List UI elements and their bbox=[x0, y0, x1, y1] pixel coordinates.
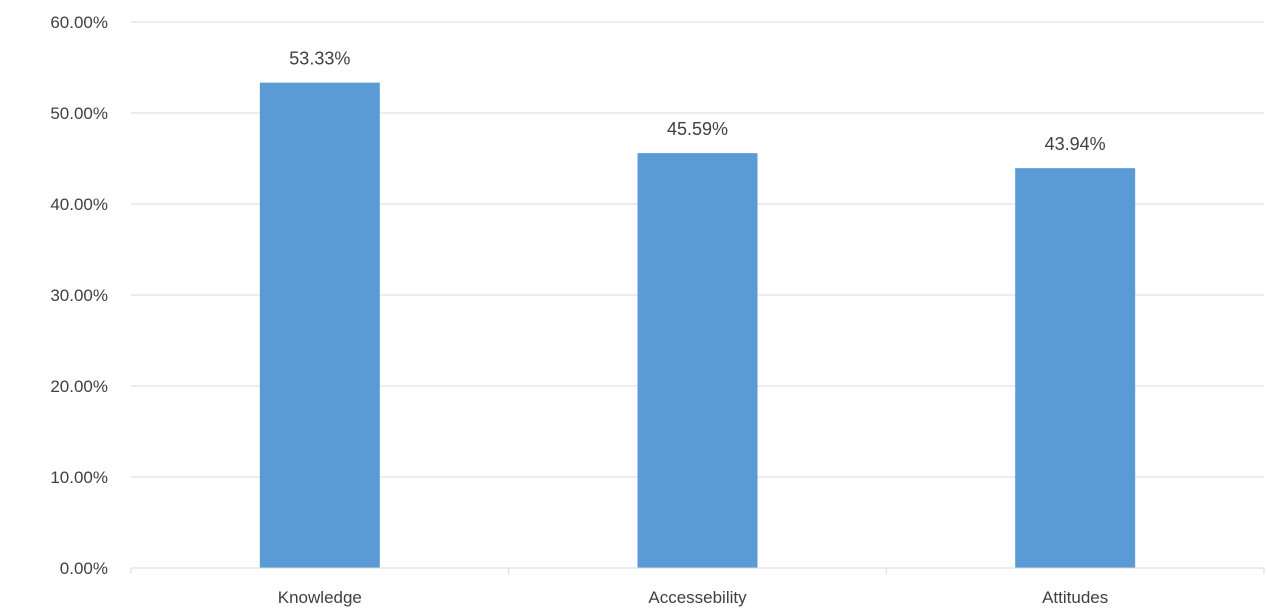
data-label: 43.94% bbox=[1045, 134, 1106, 154]
y-tick-label: 50.00% bbox=[50, 104, 108, 123]
category-labels: Knowledge Accessebility Attitudes bbox=[278, 588, 1108, 607]
y-tick-label: 0.00% bbox=[60, 559, 108, 578]
y-axis-ticks: 0.00% 10.00% 20.00% 30.00% 40.00% 50.00% 60.00… bbox=[50, 13, 108, 578]
data-label: 53.33% bbox=[289, 49, 350, 69]
x-tick-label: Knowledge bbox=[278, 588, 362, 607]
x-tick-label: Attitudes bbox=[1042, 588, 1108, 607]
bars bbox=[259, 82, 1136, 569]
x-tick-label: Accessebility bbox=[648, 588, 747, 607]
y-tick-label: 60.00% bbox=[50, 13, 108, 32]
y-tick-label: 30.00% bbox=[50, 286, 108, 305]
y-tick-label: 10.00% bbox=[50, 468, 108, 487]
data-labels: 53.33% 45.59% 43.94% bbox=[289, 49, 1105, 154]
y-tick-label: 40.00% bbox=[50, 195, 108, 214]
bar bbox=[1015, 168, 1136, 568]
y-tick-label: 20.00% bbox=[50, 377, 108, 396]
data-label: 45.59% bbox=[667, 119, 728, 139]
bar bbox=[259, 82, 380, 569]
x-axis bbox=[130, 567, 1265, 574]
bar bbox=[637, 153, 758, 569]
